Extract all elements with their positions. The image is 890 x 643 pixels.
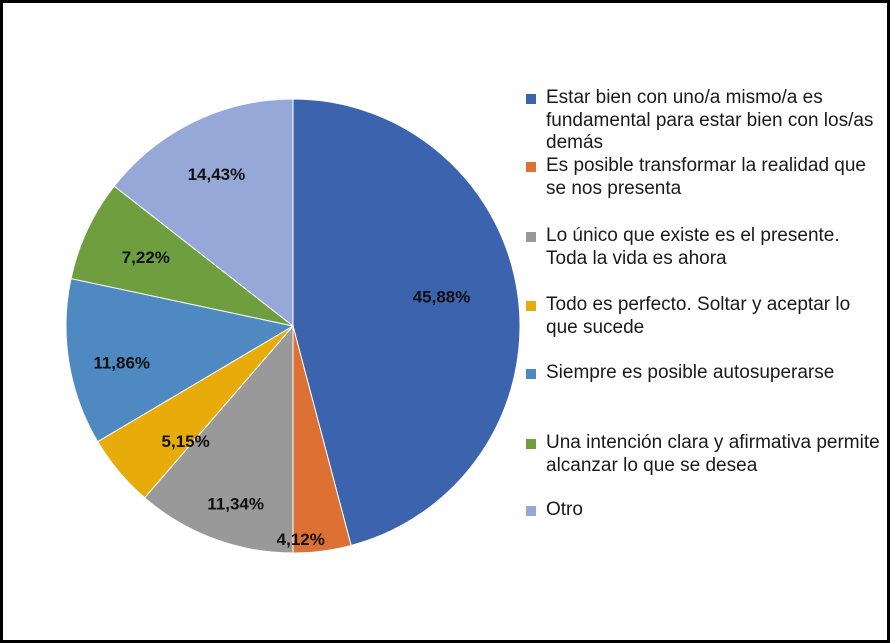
- legend-label: Todo es perfecto. Soltar y aceptar lo qu…: [546, 294, 851, 338]
- pie-slice-7: [113, 98, 294, 328]
- legend-label: Estar bien con uno/a mismo/a es fundamen…: [546, 87, 874, 153]
- pie-chart: 45,88% 4,12% 11,34% 5,15% 11,86% 7,22% 14,43%: [65, 98, 521, 554]
- slice-data-label-7: 14,43%: [188, 165, 246, 184]
- legend-item-transformar: Es posible transformar la realidad que s…: [526, 155, 881, 200]
- legend-swatch: [526, 94, 536, 104]
- pie-slice-5: [65, 277, 295, 443]
- pie-slice-6: [70, 185, 294, 327]
- legend-swatch: [526, 506, 536, 516]
- slice-data-label-4: 5,15%: [162, 432, 210, 451]
- slice-data-label-5: 11,86%: [93, 353, 150, 372]
- legend-item-estar-bien: Estar bien con uno/a mismo/a es fundamen…: [526, 87, 881, 155]
- slice-data-label-3: 11,34%: [207, 495, 264, 514]
- legend-label: Una intención clara y afirmativa permite…: [546, 432, 880, 476]
- legend-swatch: [526, 301, 536, 311]
- pie-slice-3: [143, 324, 294, 554]
- legend-label: Otro: [546, 499, 583, 520]
- legend-label: Es posible transformar la realidad que s…: [546, 155, 867, 199]
- pie-slice-1: [292, 98, 521, 547]
- slice-data-label-1: 45,88%: [413, 288, 471, 307]
- legend-label: Siempre es posible autosuperarse: [546, 362, 835, 383]
- legend-item-autosuperarse: Siempre es posible autosuperarse: [526, 362, 881, 385]
- slice-data-label-2: 4,12%: [277, 530, 325, 549]
- slice-data-label-6: 7,22%: [122, 248, 170, 267]
- legend-item-perfecto: Todo es perfecto. Soltar y aceptar lo qu…: [526, 294, 881, 339]
- legend-item-otro: Otro: [526, 499, 881, 522]
- legend-item-intencion: Una intención clara y afirmativa permite…: [526, 432, 881, 477]
- legend-swatch: [526, 369, 536, 379]
- legend-label: Lo único que existe es el presente. Toda…: [546, 225, 840, 269]
- chart-legend: Estar bien con uno/a mismo/a es fundamen…: [526, 87, 886, 537]
- legend-swatch: [526, 232, 536, 242]
- legend-swatch: [526, 439, 536, 449]
- legend-swatch: [526, 162, 536, 172]
- legend-item-presente: Lo único que existe es el presente. Toda…: [526, 225, 881, 270]
